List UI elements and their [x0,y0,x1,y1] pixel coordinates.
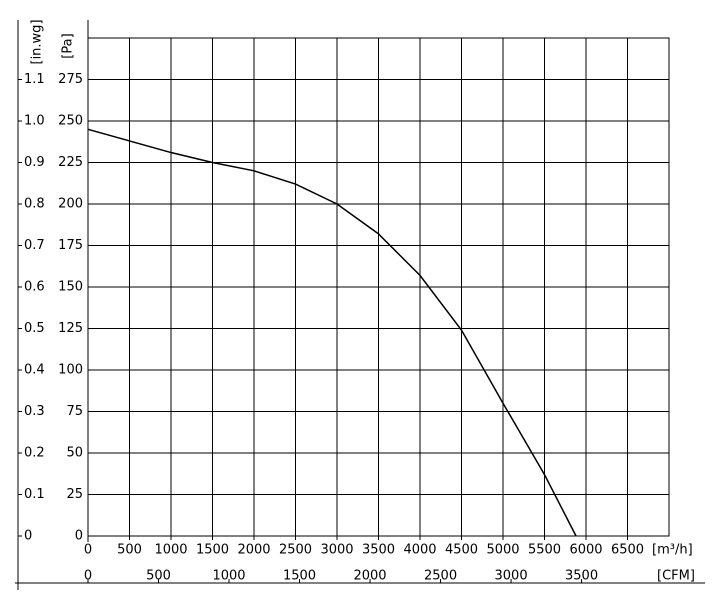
y2-tick-label: 0.7 [24,238,45,253]
x-tick-label: 5500 [528,543,561,558]
x2-tick-label: 0 [84,569,92,584]
y2-tick-label: 0.6 [24,280,45,295]
y2-tick-label: 0 [24,529,32,544]
y2-tick-label: 0.4 [24,363,45,378]
x-tick-label: 6000 [569,543,602,558]
x-tick-label: 1000 [154,543,187,558]
x-tick-label: 500 [117,543,142,558]
y-tick-label: 0 [75,529,83,544]
y-tick-label: 100 [58,363,83,378]
x-tick-label: 2500 [279,543,312,558]
curve [87,128,577,537]
y2-axis-label: [in.wg] [30,19,45,64]
x2-tick-label: 1000 [212,569,245,584]
y-tick-label: 150 [58,280,83,295]
x-tick-label: 3500 [362,543,395,558]
y-axis-label: [Pa] [61,33,76,58]
y2-tick-label: 0.1 [24,487,45,502]
x2-tick-label: 1500 [283,569,316,584]
x-axis-label: [m³/h] [652,543,693,558]
y2-tick-label: 0.2 [24,446,45,461]
x2-axis-label: [CFM] [657,569,695,584]
x2-tick-label: 500 [146,569,171,584]
y2-tick-label: 0.5 [24,321,45,336]
x-tick-label: 2000 [237,543,270,558]
x2-tick-label: 2000 [353,569,386,584]
y-tick-label: 50 [66,446,83,461]
y-tick-label: 250 [58,114,83,129]
y2-tick-label: 0.9 [24,155,45,170]
y-tick-label: 125 [58,321,83,336]
y-tick-label: 275 [58,72,83,87]
y2-tick-label: 1.0 [24,114,45,129]
x2-tick-label: 3000 [495,569,528,584]
x2-tick-label: 3500 [565,569,598,584]
y2-tick-label: 0.3 [24,404,45,419]
y-tick-label: 25 [66,487,83,502]
x2-tick-label: 2500 [424,569,457,584]
x-tick-label: 1500 [196,543,229,558]
y2-tick-label: 1.1 [24,72,45,87]
x-tick-label: 0 [84,543,92,558]
y-tick-label: 200 [58,197,83,212]
x-tick-label: 5000 [486,543,519,558]
y-tick-label: 225 [58,155,83,170]
x-tick-label: 4500 [445,543,478,558]
y-tick-label: 175 [58,238,83,253]
x-tick-label: 4000 [403,543,436,558]
y2-tick-label: 0.8 [24,197,45,212]
x-tick-label: 6500 [611,543,644,558]
x-tick-label: 3000 [320,543,353,558]
y-tick-label: 75 [66,404,83,419]
